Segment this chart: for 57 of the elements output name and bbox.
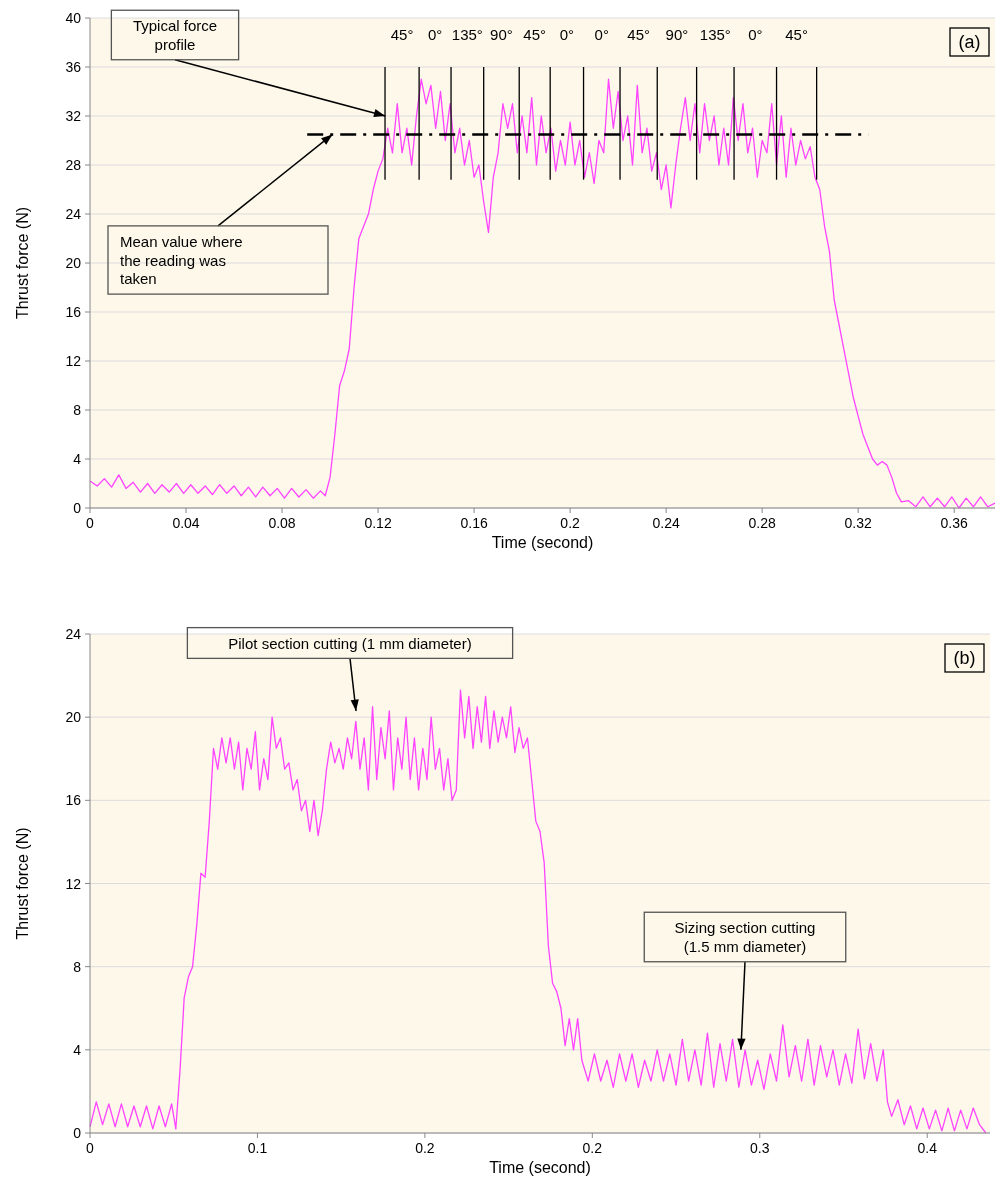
- x-tick-label: 0.04: [172, 515, 200, 531]
- y-tick-label: 20: [65, 709, 82, 726]
- annotation: 0°: [748, 26, 763, 43]
- x-axis-title: Time (second): [491, 534, 594, 551]
- annotation: Pilot section cutting (1 mm diameter): [228, 634, 472, 652]
- annotation: 90°: [490, 26, 513, 43]
- annotation: 45°: [785, 26, 808, 43]
- x-tick-label: 0: [86, 1140, 95, 1156]
- annotation: Sizing section cutting (1.5 mm diameter): [674, 919, 816, 955]
- y-tick-label: 20: [65, 255, 82, 271]
- y-tick-label: 12: [65, 353, 82, 369]
- annotation: 0°: [559, 26, 575, 43]
- y-tick-label: 4: [73, 1041, 82, 1058]
- annotation: 45°: [627, 26, 650, 43]
- y-tick-label: 16: [65, 304, 82, 320]
- annotation: Mean value where the reading was taken: [120, 232, 243, 288]
- x-tick-label: 0.08: [268, 515, 296, 531]
- x-tick-label: 0.4: [917, 1140, 938, 1156]
- x-tick-label: 0.1: [247, 1140, 268, 1156]
- y-tick-label: 12: [65, 875, 82, 892]
- annotation: 0°: [427, 26, 443, 43]
- x-tick-label: 0.2: [415, 1140, 435, 1156]
- y-axis-title: Thrust force (N): [14, 206, 31, 320]
- x-tick-label: 0.2: [582, 1140, 603, 1156]
- y-tick-label: 4: [73, 451, 82, 467]
- y-tick-label: 24: [65, 626, 82, 642]
- y-tick-label: 36: [65, 59, 82, 75]
- y-tick-label: 32: [65, 108, 82, 124]
- y-tick-label: 8: [73, 958, 82, 975]
- annotation: 0°: [594, 26, 609, 43]
- line-series: [89, 689, 987, 1134]
- x-tick-label: 0.2: [560, 515, 581, 531]
- y-tick-label: 24: [65, 206, 82, 222]
- y-tick-label: 16: [65, 792, 82, 809]
- x-axis-title: Time (second): [489, 1159, 591, 1176]
- x-tick-label: 0.28: [748, 515, 776, 531]
- x-tick-label: 0.12: [364, 515, 392, 531]
- annotation: Typical force profile: [132, 17, 218, 53]
- y-tick-label: 8: [73, 402, 82, 418]
- x-tick-label: 0.32: [844, 515, 873, 531]
- annotation: 45°: [523, 26, 547, 43]
- x-tick-label: 0.16: [460, 515, 488, 531]
- y-tick-label: 0: [73, 500, 82, 516]
- y-tick-label: 0: [73, 1125, 82, 1141]
- y-tick-label: 40: [65, 10, 82, 26]
- annotation: 135°: [451, 26, 483, 43]
- annotation: (a): [958, 32, 981, 52]
- annotation: 135°: [699, 26, 731, 43]
- x-tick-label: 0.36: [940, 515, 969, 531]
- x-tick-label: 0: [86, 515, 95, 531]
- x-tick-label: 0.24: [652, 515, 680, 531]
- y-tick-label: 28: [65, 157, 82, 173]
- annotation: 45°: [390, 26, 414, 43]
- x-tick-label: 0.3: [750, 1140, 770, 1156]
- y-axis-title: Thrust force (N): [14, 827, 31, 940]
- annotation: 90°: [665, 26, 689, 43]
- annotation: (b): [953, 648, 976, 668]
